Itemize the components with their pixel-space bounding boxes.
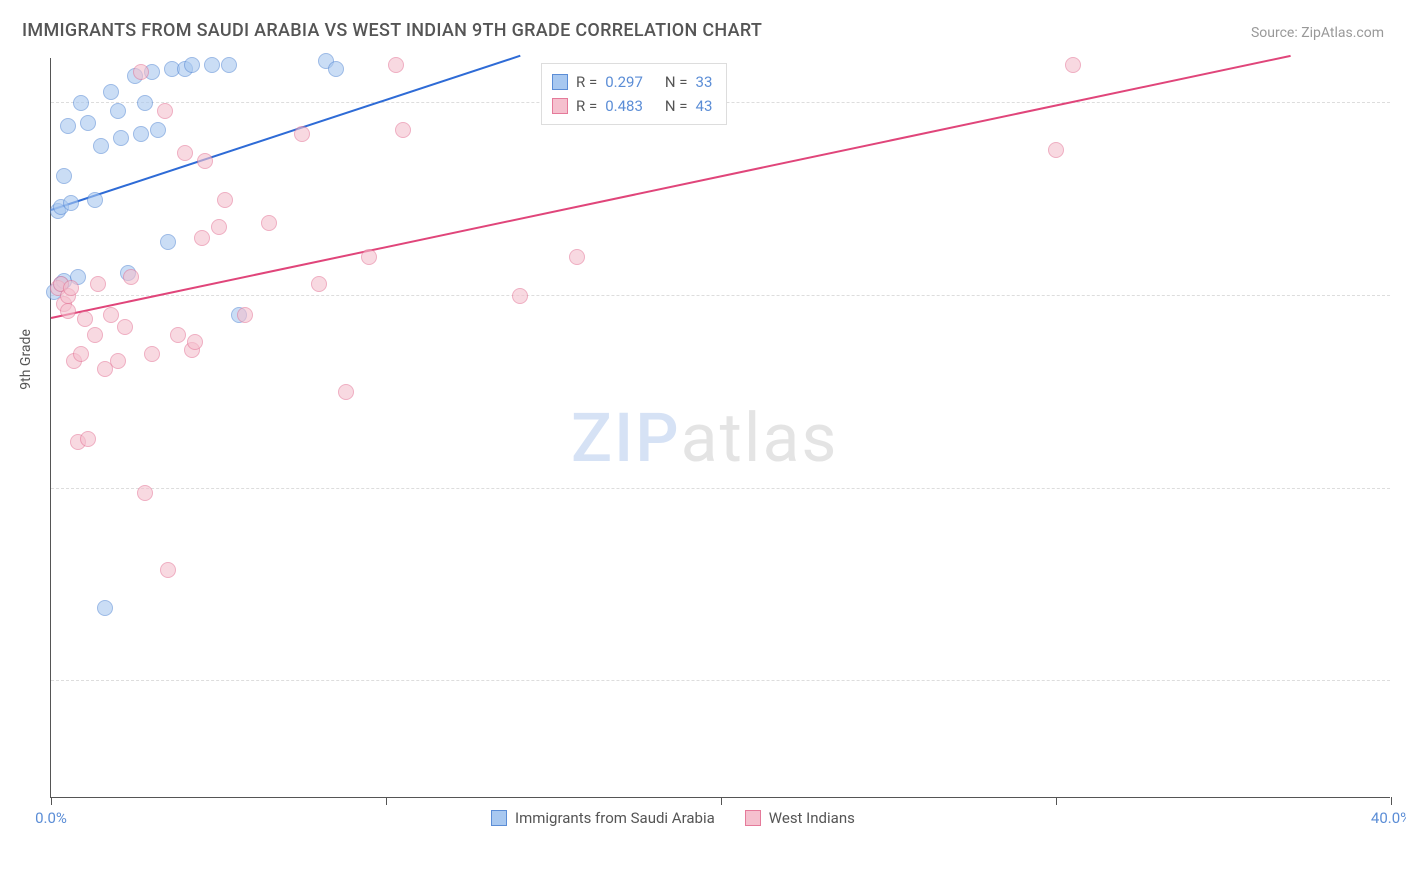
data-point <box>338 384 354 400</box>
xtick <box>721 797 722 805</box>
r-label: R = <box>576 97 597 115</box>
data-point <box>221 57 237 73</box>
data-point <box>1065 57 1081 73</box>
legend-swatch <box>491 810 507 826</box>
ytick-label: 100.0% <box>1400 84 1406 102</box>
data-point <box>133 126 149 142</box>
xtick-label: 0.0% <box>35 809 67 827</box>
n-value: 43 <box>696 97 713 115</box>
xtick <box>1056 797 1057 805</box>
ytick-label: 90.0% <box>1400 470 1406 488</box>
legend-swatch <box>552 98 568 114</box>
legend-series: Immigrants from Saudi Arabia West Indians <box>491 809 855 827</box>
watermark: ZIPatlas <box>571 398 839 478</box>
n-value: 33 <box>696 73 713 91</box>
data-point <box>123 269 139 285</box>
data-point <box>90 276 106 292</box>
data-point <box>194 230 210 246</box>
data-point <box>395 122 411 138</box>
r-value: 0.483 <box>605 97 643 115</box>
data-point <box>311 276 327 292</box>
data-point <box>56 168 72 184</box>
legend-item: West Indians <box>745 809 855 827</box>
data-point <box>80 115 96 131</box>
data-point <box>160 234 176 250</box>
data-point <box>97 600 113 616</box>
data-point <box>73 95 89 111</box>
n-label: N = <box>665 97 688 115</box>
data-point <box>361 249 377 265</box>
watermark-zip: ZIP <box>571 398 681 478</box>
data-point <box>144 346 160 362</box>
data-point <box>110 353 126 369</box>
data-point <box>77 311 93 327</box>
data-point <box>113 130 129 146</box>
data-point <box>133 64 149 80</box>
data-point <box>1048 142 1064 158</box>
n-label: N = <box>665 73 688 91</box>
data-point <box>328 61 344 77</box>
gridline <box>51 680 1390 681</box>
legend-swatch <box>552 74 568 90</box>
data-point <box>170 327 186 343</box>
data-point <box>217 192 233 208</box>
plot-area: ZIPatlas 85.0%90.0%95.0%100.0%0.0%40.0%R… <box>50 58 1390 798</box>
xtick-label: 40.0% <box>1371 809 1406 827</box>
data-point <box>73 346 89 362</box>
data-point <box>87 327 103 343</box>
data-point <box>197 153 213 169</box>
legend-stats: R = 0.297 N = 33 R = 0.483 N = 43 <box>541 63 727 125</box>
data-point <box>93 138 109 154</box>
data-point <box>211 219 227 235</box>
data-point <box>63 280 79 296</box>
data-point <box>512 288 528 304</box>
data-point <box>60 118 76 134</box>
legend-label: West Indians <box>769 809 855 827</box>
chart-source: Source: ZipAtlas.com <box>1251 25 1384 41</box>
xtick <box>51 797 52 805</box>
chart-title: IMMIGRANTS FROM SAUDI ARABIA VS WEST IND… <box>22 20 762 41</box>
data-point <box>137 485 153 501</box>
gridline <box>51 295 1390 296</box>
data-point <box>150 122 166 138</box>
legend-item: Immigrants from Saudi Arabia <box>491 809 715 827</box>
data-point <box>204 57 220 73</box>
data-point <box>187 334 203 350</box>
data-point <box>569 249 585 265</box>
watermark-atlas: atlas <box>681 398 839 478</box>
ytick-label: 85.0% <box>1400 662 1406 680</box>
r-label: R = <box>576 73 597 91</box>
data-point <box>177 145 193 161</box>
data-point <box>261 215 277 231</box>
data-point <box>184 57 200 73</box>
data-point <box>388 57 404 73</box>
xtick <box>1391 797 1392 805</box>
data-point <box>103 307 119 323</box>
data-point <box>87 192 103 208</box>
legend-label: Immigrants from Saudi Arabia <box>515 809 715 827</box>
data-point <box>294 126 310 142</box>
legend-swatch <box>745 810 761 826</box>
data-point <box>237 307 253 323</box>
data-point <box>60 303 76 319</box>
legend-stats-row: R = 0.297 N = 33 <box>552 70 712 94</box>
data-point <box>80 431 96 447</box>
data-point <box>103 84 119 100</box>
data-point <box>137 95 153 111</box>
xtick <box>386 797 387 805</box>
y-axis-label: 9th Grade <box>18 329 34 390</box>
r-value: 0.297 <box>605 73 643 91</box>
data-point <box>157 103 173 119</box>
data-point <box>110 103 126 119</box>
data-point <box>63 195 79 211</box>
data-point <box>117 319 133 335</box>
ytick-label: 95.0% <box>1400 277 1406 295</box>
data-point <box>160 562 176 578</box>
gridline <box>51 488 1390 489</box>
legend-stats-row: R = 0.483 N = 43 <box>552 94 712 118</box>
